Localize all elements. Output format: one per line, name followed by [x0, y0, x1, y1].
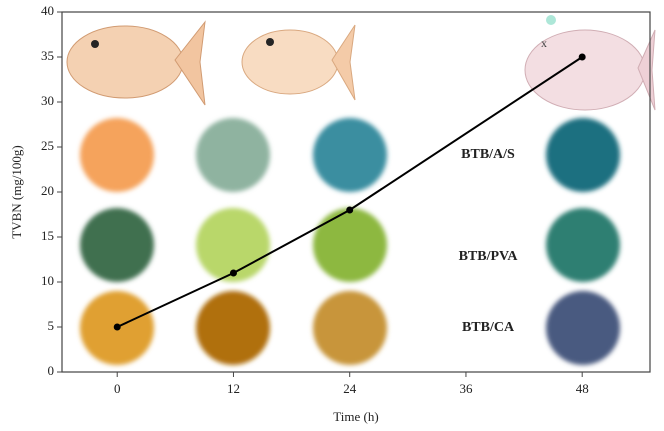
x-axis-title: Time (h) — [333, 409, 378, 424]
x-tick-label: 48 — [576, 381, 589, 396]
data-point — [230, 270, 237, 277]
y-tick-label: 5 — [48, 318, 55, 333]
y-tick-label: 15 — [41, 228, 54, 243]
fish-illustrations: x — [67, 15, 655, 110]
x-tick-label: 36 — [459, 381, 473, 396]
chart: x BTB/A/S BTB/PVA BTB/CA Time (h) TVBN (… — [0, 0, 664, 431]
data-point — [114, 324, 121, 331]
y-tick-label: 20 — [41, 183, 54, 198]
y-axis-title: TVBN (mg/100g) — [9, 145, 24, 239]
x-tick-label: 12 — [227, 381, 240, 396]
row-label: BTB/PVA — [459, 249, 519, 264]
row-label: BTB/CA — [462, 320, 515, 335]
data-line — [117, 57, 582, 327]
svg-text:x: x — [541, 36, 547, 50]
x-tick-label: 24 — [343, 381, 357, 396]
y-tick-label: 40 — [41, 3, 54, 18]
y-tick-label: 35 — [41, 48, 54, 63]
y-tick-label: 0 — [48, 363, 55, 378]
x-tick-label: 0 — [114, 381, 121, 396]
row-label: BTB/A/S — [461, 147, 515, 162]
color-swatches — [80, 118, 620, 365]
y-tick-label: 25 — [41, 138, 54, 153]
y-tick-label: 10 — [41, 273, 54, 288]
y-tick-label: 30 — [41, 93, 54, 108]
data-point — [346, 207, 353, 214]
data-point — [579, 54, 586, 61]
